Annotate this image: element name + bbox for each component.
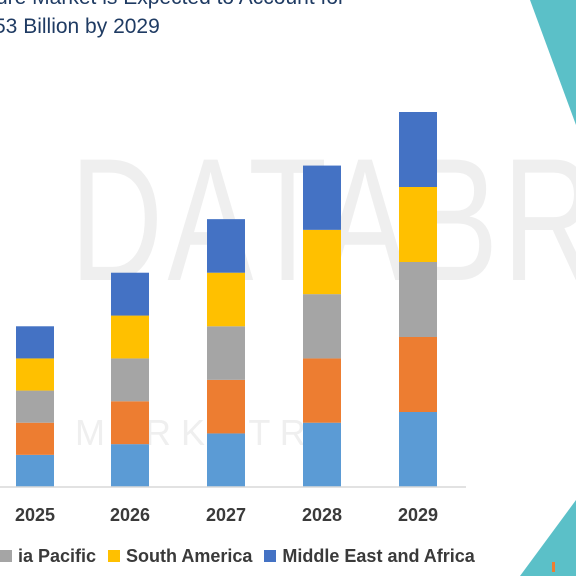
bar-2025-segment-3 (16, 358, 54, 391)
legend-label-middle-east-africa: Middle East and Africa (282, 545, 475, 566)
accent-band-bottom (520, 500, 576, 576)
chart-title-line-1: ure Market is Expected to Account for (0, 0, 345, 10)
bars-layer (16, 112, 437, 487)
bar-2026-segment-2 (111, 358, 149, 402)
x-tick-label: 2028 (302, 505, 342, 525)
accent-band-top (530, 0, 576, 125)
legend-swatch-south-america (108, 550, 121, 562)
bar-2028-segment-3 (303, 229, 341, 295)
x-tick-label: 2025 (15, 505, 55, 525)
bar-2026-segment-4 (111, 272, 149, 316)
bar-2025-segment-4 (16, 326, 54, 359)
bar-2025-segment-2 (16, 390, 54, 423)
bar-2029-segment-0 (399, 412, 437, 487)
bar-2028-segment-2 (303, 294, 341, 359)
legend-item-asia-pacific: ia Pacific (0, 546, 96, 567)
legend-swatch-middle-east-africa (264, 550, 277, 562)
bar-2027-segment-1 (207, 379, 245, 434)
legend-swatch-asia-pacific (0, 550, 12, 562)
bar-2025-segment-0 (16, 454, 54, 487)
bar-2027-segment-3 (207, 272, 245, 327)
chart-title-line-2: 53 Billion by 2029 (0, 15, 160, 38)
legend: ia Pacific South America Middle East and… (0, 545, 487, 567)
bar-2026-segment-0 (111, 444, 149, 487)
legend-label-south-america: South America (126, 545, 253, 566)
x-tick-label: 2026 (110, 505, 150, 525)
bar-2029-segment-3 (399, 187, 437, 262)
bar-2026-segment-1 (111, 401, 149, 445)
bar-2025-segment-1 (16, 422, 54, 455)
legend-item-middle-east-africa: Middle East and Africa (264, 545, 475, 567)
bar-2027-segment-2 (207, 326, 245, 380)
legend-label-asia-pacific: ia Pacific (18, 545, 97, 566)
bar-2026-segment-3 (111, 315, 149, 359)
bar-2029-segment-1 (399, 337, 437, 412)
x-tick-labels: 2025 2026 2027 2028 2029 (15, 505, 438, 525)
bar-2027-segment-4 (207, 219, 245, 273)
bar-2029-segment-4 (399, 112, 437, 187)
bar-2027-segment-0 (207, 433, 245, 487)
x-tick-label: 2029 (398, 505, 438, 525)
bar-2028-segment-1 (303, 358, 341, 423)
bar-2028-segment-4 (303, 165, 341, 230)
bar-2029-segment-2 (399, 262, 437, 337)
legend-item-south-america: South America (108, 546, 252, 567)
accent-tick (552, 562, 555, 572)
x-tick-label: 2027 (206, 505, 246, 525)
bar-2028-segment-0 (303, 422, 341, 487)
